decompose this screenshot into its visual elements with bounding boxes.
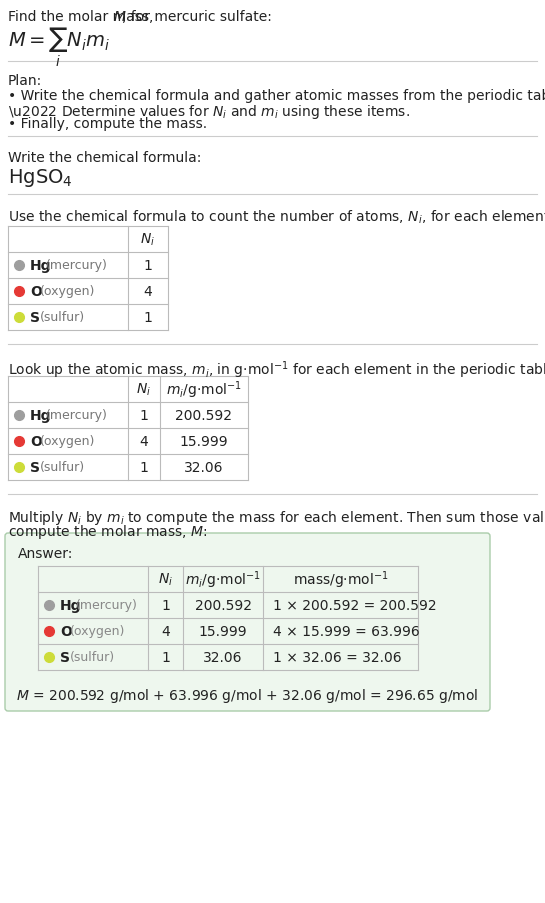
Text: (mercury): (mercury)	[76, 599, 138, 612]
Text: 4: 4	[144, 284, 153, 299]
Text: 4 × 15.999 = 63.996: 4 × 15.999 = 63.996	[273, 624, 420, 638]
Text: 4: 4	[140, 434, 148, 449]
Text: 200.592: 200.592	[175, 408, 233, 423]
Text: Hg: Hg	[30, 259, 51, 273]
Text: 200.592: 200.592	[195, 599, 251, 612]
Text: Use the chemical formula to count the number of atoms, $N_i$, for each element:: Use the chemical formula to count the nu…	[8, 209, 545, 226]
Text: $N_i$: $N_i$	[136, 381, 152, 397]
Text: 1: 1	[161, 650, 170, 665]
Text: 1 × 200.592 = 200.592: 1 × 200.592 = 200.592	[273, 599, 437, 612]
Text: 1: 1	[143, 311, 153, 325]
Text: HgSO$_4$: HgSO$_4$	[8, 167, 73, 189]
Text: (sulfur): (sulfur)	[40, 461, 85, 474]
Text: 32.06: 32.06	[184, 461, 224, 474]
Text: Find the molar mass,: Find the molar mass,	[8, 10, 158, 24]
Text: Hg: Hg	[30, 408, 51, 423]
Text: 1: 1	[140, 408, 148, 423]
Text: 1 × 32.06 = 32.06: 1 × 32.06 = 32.06	[273, 650, 402, 665]
Text: mass/g$\cdot$mol$^{-1}$: mass/g$\cdot$mol$^{-1}$	[293, 569, 389, 591]
Text: O: O	[30, 434, 42, 449]
Text: O: O	[30, 284, 42, 299]
Text: Look up the atomic mass, $m_i$, in g$\cdot$mol$^{-1}$ for each element in the pe: Look up the atomic mass, $m_i$, in g$\cd…	[8, 358, 545, 380]
Text: • Write the chemical formula and gather atomic masses from the periodic table.: • Write the chemical formula and gather …	[8, 88, 545, 103]
Text: 4: 4	[161, 624, 170, 638]
Text: S: S	[30, 461, 40, 474]
Text: $M = \sum_i N_i m_i$: $M = \sum_i N_i m_i$	[8, 26, 110, 69]
Text: S: S	[30, 311, 40, 325]
Text: $N_i$: $N_i$	[158, 572, 173, 588]
Text: (sulfur): (sulfur)	[40, 312, 85, 324]
Text: M: M	[114, 10, 126, 24]
Text: $m_i$/g$\cdot$mol$^{-1}$: $m_i$/g$\cdot$mol$^{-1}$	[166, 378, 242, 400]
Text: Hg: Hg	[60, 599, 82, 612]
Text: • Finally, compute the mass.: • Finally, compute the mass.	[8, 116, 207, 131]
Text: \u2022 Determine values for $N_i$ and $m_i$ using these items.: \u2022 Determine values for $N_i$ and $m…	[8, 103, 410, 121]
Text: (oxygen): (oxygen)	[40, 435, 95, 448]
Text: Plan:: Plan:	[8, 74, 43, 88]
FancyBboxPatch shape	[5, 534, 490, 712]
Text: 1: 1	[140, 461, 148, 474]
Text: $M$ = 200.592 g/mol + 63.996 g/mol + 32.06 g/mol = 296.65 g/mol: $M$ = 200.592 g/mol + 63.996 g/mol + 32.…	[16, 686, 479, 704]
Text: (oxygen): (oxygen)	[70, 625, 125, 638]
Text: 15.999: 15.999	[180, 434, 228, 449]
Text: 1: 1	[161, 599, 170, 612]
Text: 32.06: 32.06	[203, 650, 243, 665]
Text: (mercury): (mercury)	[46, 259, 108, 272]
Text: $m_i$/g$\cdot$mol$^{-1}$: $m_i$/g$\cdot$mol$^{-1}$	[185, 569, 261, 591]
Text: Write the chemical formula:: Write the chemical formula:	[8, 151, 201, 165]
Text: compute the molar mass, $M$:: compute the molar mass, $M$:	[8, 523, 208, 540]
Text: (mercury): (mercury)	[46, 409, 108, 422]
Text: S: S	[60, 650, 70, 665]
Text: Answer:: Answer:	[18, 546, 74, 561]
Text: O: O	[60, 624, 72, 638]
Text: $N_i$: $N_i$	[141, 231, 155, 248]
Text: 15.999: 15.999	[199, 624, 247, 638]
Text: 1: 1	[143, 259, 153, 273]
Text: (sulfur): (sulfur)	[70, 651, 115, 664]
Text: (oxygen): (oxygen)	[40, 285, 95, 298]
Text: , for mercuric sulfate:: , for mercuric sulfate:	[122, 10, 272, 24]
Text: Multiply $N_i$ by $m_i$ to compute the mass for each element. Then sum those val: Multiply $N_i$ by $m_i$ to compute the m…	[8, 508, 545, 526]
